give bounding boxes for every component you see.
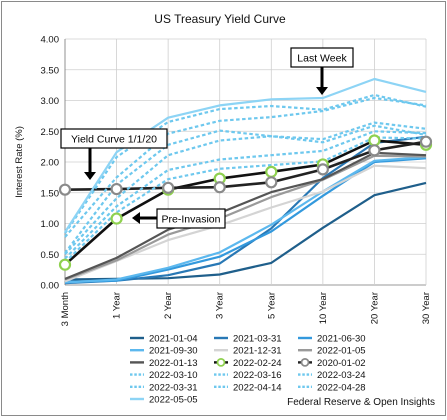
series-line-2022-03-16 — [64, 130, 427, 260]
y-tick-label: 4.00 — [41, 35, 60, 46]
y-tick-label: 0.50 — [41, 250, 60, 261]
legend-label-2022-01-05: 2022-01-05 — [317, 346, 366, 357]
marker-2020-01-02 — [368, 144, 381, 157]
annotation-pre-invasion-arrow-head — [132, 212, 140, 224]
marker-2020-01-02 — [110, 182, 123, 196]
series-line-2022-03-24 — [64, 121, 427, 256]
series-line-2021-09-30 — [64, 156, 427, 284]
x-tick-label: 1 Year — [112, 292, 123, 319]
marker-2020-01-02 — [316, 163, 329, 176]
series-line-2020-01-02 — [64, 140, 427, 191]
legend-label-2022-04-14: 2022-04-14 — [233, 382, 282, 393]
marker-2020-01-02 — [419, 135, 433, 148]
legend-label-2021-03-31: 2021-03-31 — [233, 334, 282, 345]
chart-title: US Treasury Yield Curve — [154, 12, 286, 26]
y-tick-label: 1.50 — [41, 188, 60, 199]
legend-label-2022-03-10: 2022-03-10 — [149, 370, 198, 381]
y-axis-label: Interest Rate (%) — [14, 126, 25, 198]
x-tick-label: 2 Year — [163, 292, 174, 319]
y-tick-label: 1.00 — [41, 219, 60, 230]
x-tick-label: 20 Year — [369, 292, 380, 324]
marker-2022-02-24 — [58, 258, 72, 271]
x-tick-label: 30 Year — [421, 292, 432, 324]
y-tick-label: 2.00 — [41, 158, 60, 169]
annotation-yield-curve-2020-box — [60, 128, 168, 149]
source-note: Federal Reserve & Open Insights — [287, 397, 435, 408]
annotation-yield-curve-2020-label: Yield Curve 1/1/20 — [71, 134, 157, 146]
series-line-2022-04-28 — [64, 93, 427, 234]
annotation-yield-curve-2020-arrow-head — [84, 172, 96, 180]
series-line-2022-03-10 — [64, 136, 427, 263]
y-tick-label: 3.00 — [41, 96, 60, 107]
x-tick-label: 3 Month — [60, 292, 71, 326]
legend-label-2022-02-24: 2022-02-24 — [233, 358, 282, 369]
marker-2020-01-02 — [213, 181, 226, 194]
x-tick-label: 5 Year — [266, 292, 277, 319]
legend-marker-2020-01-02 — [300, 357, 310, 367]
legend-label-2022-01-13: 2022-01-13 — [149, 358, 198, 369]
annotation-last-week-arrow-head — [316, 87, 328, 95]
legend-marker-2022-02-24 — [216, 357, 226, 367]
marker-2020-01-02 — [162, 181, 175, 194]
legend-label-2021-01-04: 2021-01-04 — [149, 334, 198, 345]
legend-label-2020-01-02: 2020-01-02 — [317, 358, 366, 369]
y-tick-label: 3.50 — [41, 65, 60, 76]
marker-2022-02-24 — [368, 134, 381, 147]
legend-label-2022-03-31: 2022-03-31 — [149, 382, 198, 393]
annotation-last-week-label: Last Week — [297, 53, 347, 65]
marker-layer — [58, 134, 433, 271]
series-layer — [64, 77, 427, 285]
yield-curve-chart: US Treasury Yield Curve Interest Rate (%… — [14, 12, 435, 408]
axis-layer: 0.00 0.50 1.00 1.50 2.00 2.50 3.00 3.50 4.00 3 Mo… — [41, 35, 433, 327]
marker-2022-02-24 — [265, 165, 278, 178]
series-line-2021-12-31 — [64, 164, 427, 283]
annotation-pre-invasion-label: Pre-Invasion — [162, 214, 221, 226]
y-tick-label: 0.00 — [41, 281, 60, 292]
series-line-2022-01-13 — [64, 151, 427, 280]
legend-label-2022-03-24: 2022-03-24 — [317, 370, 366, 381]
series-line-2022-03-31 — [64, 124, 427, 254]
marker-2020-01-02 — [58, 183, 72, 196]
x-tick-label: 10 Year — [318, 292, 329, 324]
marker-2022-02-24 — [110, 212, 123, 225]
series-line-2021-06-30 — [64, 157, 427, 283]
series-line-2022-02-24 — [64, 139, 427, 266]
legend-label-2021-09-30: 2021-09-30 — [149, 346, 198, 357]
legend-label-2022-05-05: 2022-05-05 — [149, 395, 198, 406]
series-line-2022-04-14 — [64, 96, 427, 238]
legend-label-2021-06-30: 2021-06-30 — [317, 334, 366, 345]
y-tick-label: 2.50 — [41, 127, 60, 138]
annotation-layer: Last Week Yield Curve 1/1/20 Pre-Invasion — [60, 47, 354, 229]
legend-label-2022-04-28: 2022-04-28 — [317, 382, 366, 393]
series-line-2022-01-05 — [64, 154, 427, 281]
legend: 2021-01-04 2021-03-31 2021-06-30 2021-09-30… — [130, 334, 366, 406]
legend-label-2022-03-16: 2022-03-16 — [233, 370, 282, 381]
legend-label-2021-12-31: 2021-12-31 — [233, 346, 282, 357]
x-tick-label: 3 Year — [215, 292, 226, 319]
marker-2020-01-02 — [265, 176, 278, 189]
